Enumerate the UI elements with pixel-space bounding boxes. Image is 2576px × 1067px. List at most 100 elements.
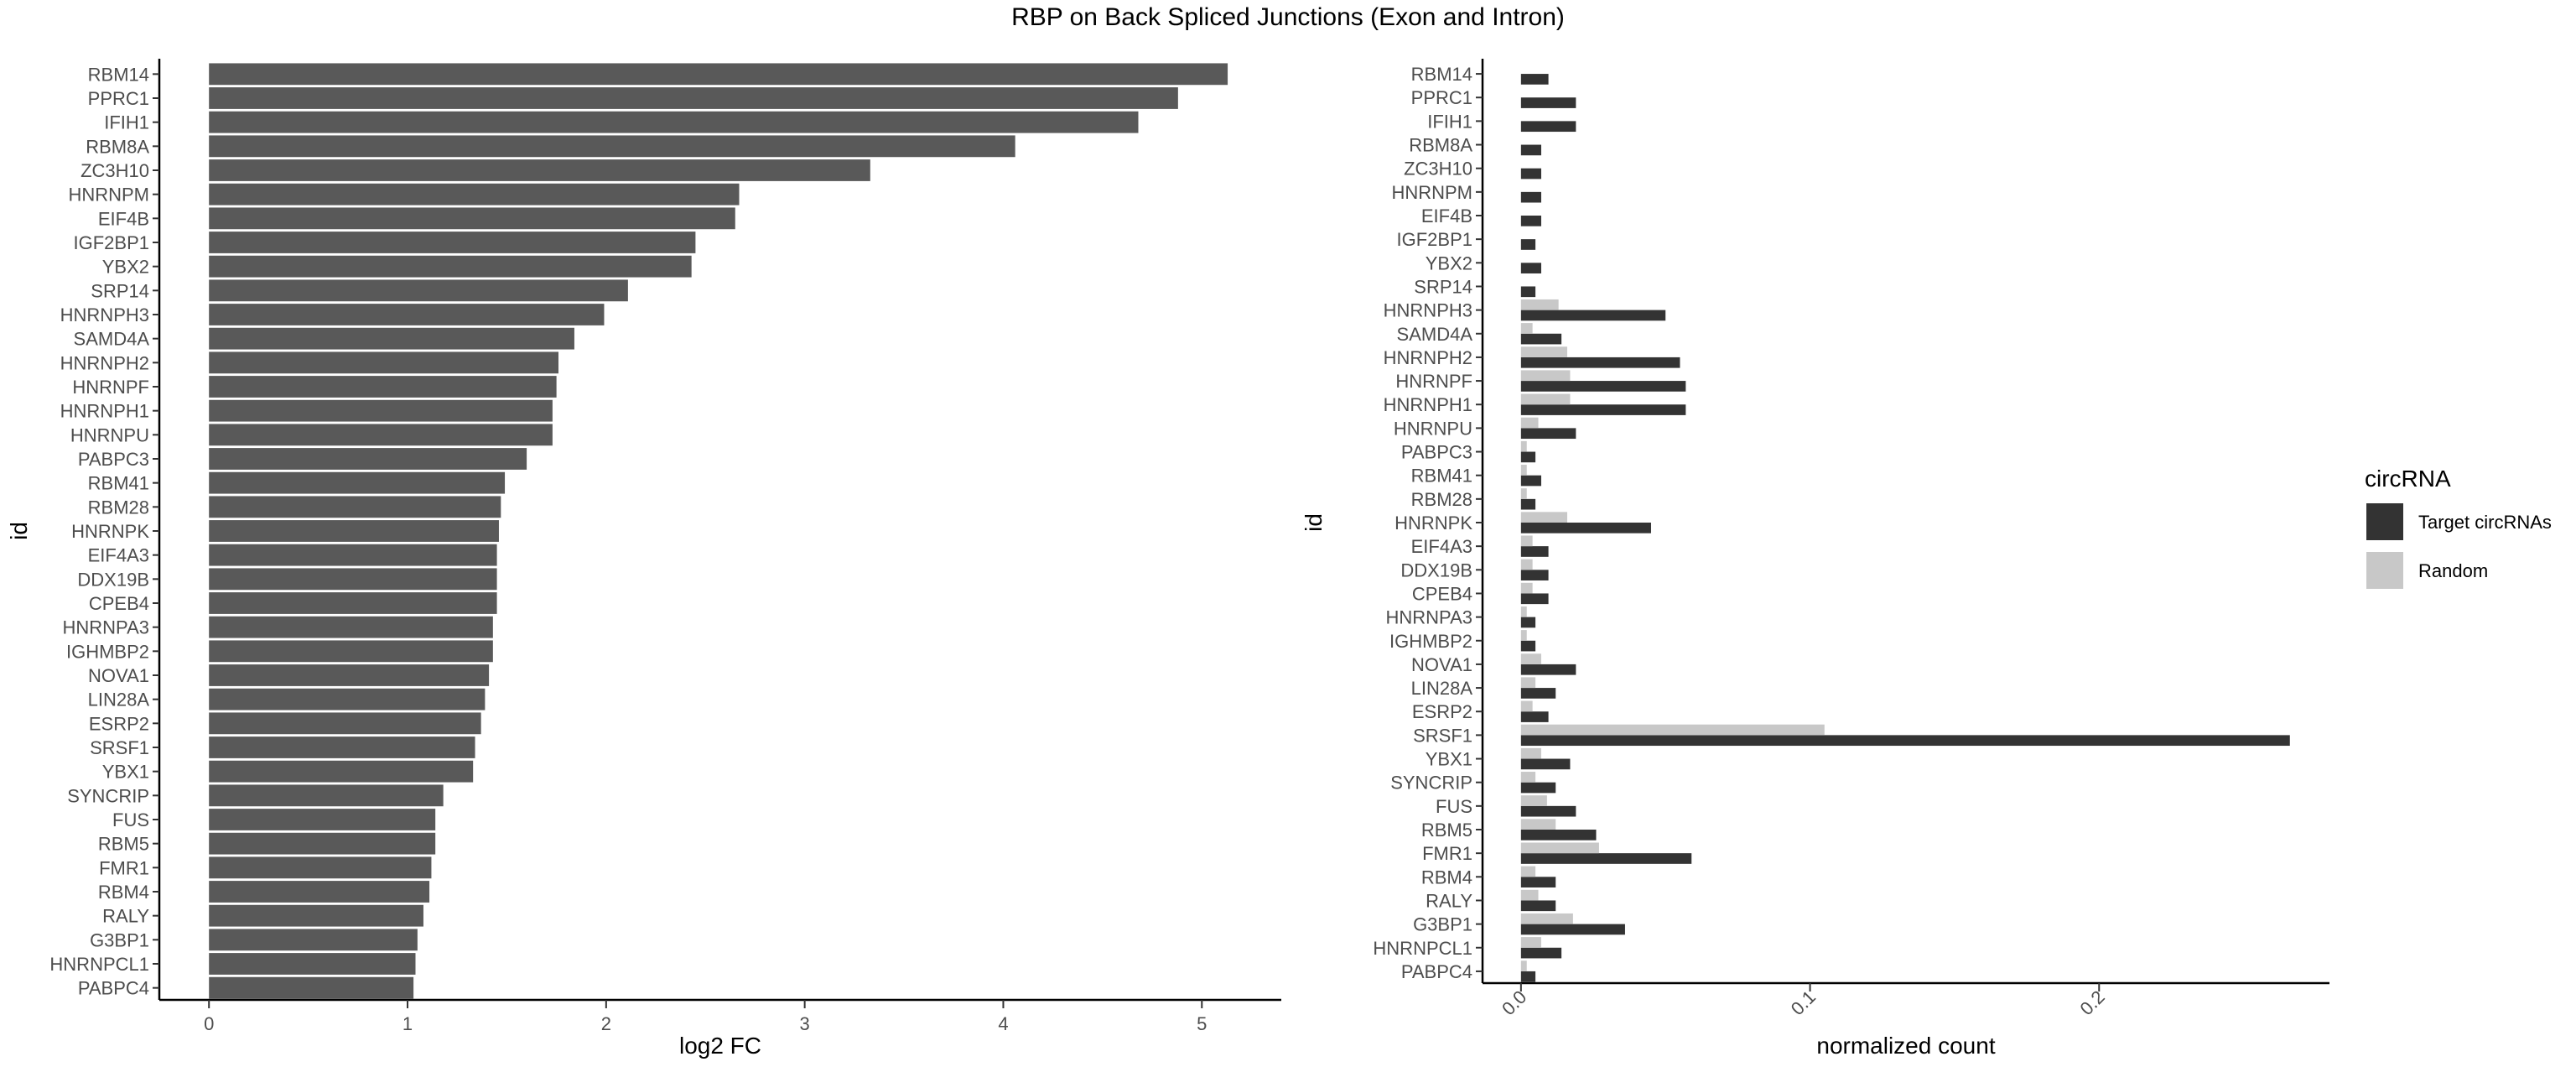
left-bar-fmr1	[209, 856, 432, 879]
right-y-tick-label: SRP14	[1414, 276, 1472, 297]
left-y-tick-label: HNRNPH3	[60, 304, 149, 325]
left-bar-hnrnpk	[209, 520, 499, 542]
right-bar-random-fus	[1520, 795, 1547, 806]
left-bar-nova1	[209, 664, 490, 686]
left-y-tick-label: HNRNPU	[70, 424, 149, 445]
right-bar-target-hnrnpf	[1520, 381, 1686, 392]
right-bar-target-srsf1	[1520, 735, 2290, 747]
right-y-tick-label: EIF4B	[1421, 206, 1472, 226]
left-y-tick-label: ESRP2	[89, 713, 149, 734]
left-y-tick-label: RBM41	[88, 473, 149, 494]
right-bar-target-rbm41	[1520, 475, 1541, 487]
right-bar-random-pabpc4	[1520, 960, 1527, 971]
right-y-tick-label: HNRNPM	[1391, 182, 1472, 203]
right-x-tick-label: 0.1	[1787, 986, 1820, 1019]
right-bar-random-eif4a3	[1520, 535, 1533, 547]
left-y-tick-label: DDX19B	[77, 569, 149, 590]
left-y-tick-label: PPRC1	[88, 88, 149, 109]
right-bar-target-pprc1	[1520, 97, 1576, 108]
right-bar-target-rbm4	[1520, 877, 1556, 887]
right-y-tick-label: HNRNPCL1	[1373, 938, 1472, 959]
right-bar-random-syncrip	[1520, 772, 1536, 783]
left-x-tick-label: 1	[402, 1013, 413, 1034]
left-y-tick-label: SRSF1	[90, 737, 149, 758]
left-bar-g3bp1	[209, 929, 418, 951]
right-y-tick-label: RBM4	[1421, 867, 1472, 887]
right-bar-target-cpeb4	[1520, 593, 1549, 605]
left-bar-ifih1	[209, 111, 1139, 133]
right-bar-random-rbm5	[1520, 819, 1556, 830]
legend-key-target	[2366, 503, 2403, 540]
right-bar-target-hnrnpu	[1520, 428, 1576, 440]
right-bar-target-fmr1	[1520, 853, 1692, 864]
right-bar-random-nova1	[1520, 653, 1541, 664]
right-y-tick-label: HNRNPA3	[1385, 607, 1472, 628]
right-bar-target-ybx2	[1520, 263, 1541, 273]
right-bar-target-hnrnph1	[1520, 404, 1686, 415]
right-bar-target-nova1	[1520, 664, 1576, 675]
right-bar-random-esrp2	[1520, 700, 1533, 712]
right-bar-target-hnrnph3	[1520, 310, 1666, 321]
right-bar-target-esrp2	[1520, 711, 1549, 722]
left-bar-esrp2	[209, 712, 481, 735]
left-bar-igf2bp1	[209, 232, 696, 253]
left-x-tick-label: 5	[1197, 1013, 1207, 1034]
left-x-tick-label: 2	[601, 1013, 611, 1034]
right-bar-random-rbm4	[1520, 866, 1536, 877]
right-bar-random-hnrnph3	[1520, 299, 1559, 310]
left-bar-rbm41	[209, 471, 506, 494]
left-bar-hnrnph3	[209, 304, 605, 325]
right-x-tick-label: 0.2	[2075, 986, 2108, 1019]
right-bar-random-ybx1	[1520, 747, 1541, 759]
right-y-tick-label: YBX2	[1426, 252, 1472, 273]
right-y-tick-label: HNRNPH2	[1384, 347, 1472, 368]
right-bar-random-lin28a	[1520, 677, 1536, 689]
left-y-tick-label: FUS	[112, 809, 149, 830]
right-bar-target-hnrnpm	[1520, 191, 1541, 203]
right-y-tick-label: RBM8A	[1409, 135, 1472, 156]
left-y-tick-label: RBM5	[98, 834, 149, 855]
left-bar-pabpc4	[209, 976, 414, 999]
left-y-tick-label: ZC3H10	[80, 160, 149, 181]
left-y-tick-label: G3BP1	[90, 929, 149, 950]
left-bar-hnrnpa3	[209, 616, 493, 638]
left-y-tick-label: SYNCRIP	[67, 785, 149, 806]
right-bar-target-srp14	[1520, 286, 1536, 298]
right-y-tick-label: RBM14	[1411, 64, 1472, 85]
right-bar-target-rbm14	[1520, 74, 1549, 85]
left-y-axis-title: id	[6, 522, 32, 540]
left-y-tick-label: NOVA1	[88, 665, 149, 686]
left-y-tick-label: FMR1	[99, 857, 149, 878]
left-bar-hnrnpu	[209, 424, 553, 446]
left-bar-hnrnph1	[209, 399, 553, 422]
left-bar-cpeb4	[209, 592, 497, 614]
chart-title: RBP on Back Spliced Junctions (Exon and …	[1011, 3, 1565, 31]
right-bar-target-ybx1	[1520, 758, 1571, 770]
left-bar-eif4a3	[209, 544, 497, 566]
left-y-tick-label: RBM4	[98, 882, 149, 903]
left-bar-eif4b	[209, 207, 735, 230]
right-bar-random-hnrnph2	[1520, 346, 1567, 357]
right-bar-random-hnrnph1	[1520, 393, 1571, 405]
right-bar-target-g3bp1	[1520, 924, 1625, 935]
right-y-tick-label: HNRNPF	[1395, 371, 1472, 392]
right-bar-target-rbm8a	[1520, 144, 1541, 156]
left-y-tick-label: YBX1	[102, 762, 149, 783]
right-y-tick-label: IFIH1	[1427, 111, 1472, 132]
right-bar-target-zc3h10	[1520, 168, 1541, 180]
right-bar-random-hnrnpcl1	[1520, 937, 1541, 948]
legend-label-random: Random	[2418, 560, 2488, 581]
left-bar-rbm8a	[209, 135, 1015, 158]
legend-key-random	[2366, 552, 2403, 589]
right-y-axis-title: id	[1301, 513, 1327, 532]
right-y-tick-label: DDX19B	[1400, 560, 1472, 580]
right-y-tick-label: ZC3H10	[1404, 159, 1472, 180]
left-x-tick-label: 3	[800, 1013, 810, 1034]
right-bar-target-lin28a	[1520, 688, 1556, 699]
left-y-tick-label: LIN28A	[88, 690, 150, 710]
left-x-axis-title: log2 FC	[679, 1033, 761, 1059]
right-y-tick-label: IGF2BP1	[1397, 229, 1472, 250]
left-y-tick-label: EIF4A3	[88, 545, 149, 566]
right-bar-random-hnrnpf	[1520, 370, 1571, 382]
